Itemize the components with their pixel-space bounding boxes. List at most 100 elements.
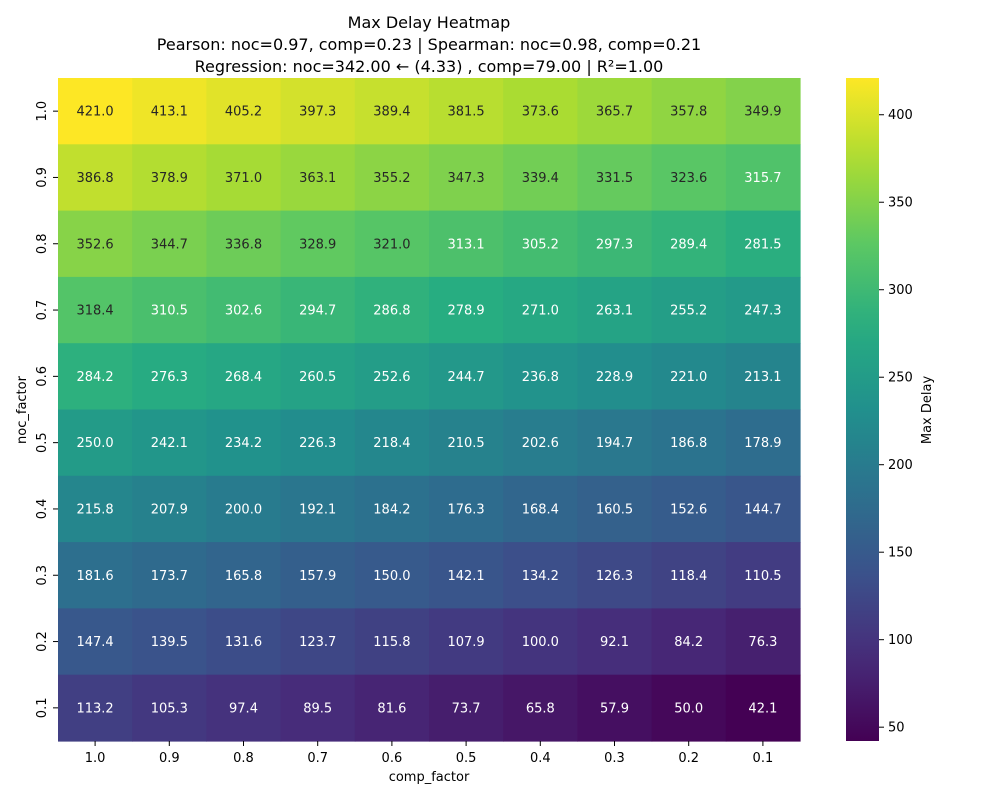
- heatmap-cell: [725, 475, 801, 543]
- heatmap-cell: [206, 475, 282, 543]
- cell-value-label: 284.2: [76, 370, 113, 385]
- heatmap-cell: [577, 210, 653, 278]
- heatmap-cell: [58, 409, 133, 477]
- x-tick-label: 0.6: [382, 751, 403, 766]
- cell-value-label: 373.6: [522, 105, 559, 120]
- cell-value-label: 65.8: [526, 701, 555, 716]
- cell-value-label: 115.8: [373, 635, 410, 650]
- cell-value-label: 278.9: [447, 304, 484, 319]
- colorbar-title: Max Delay: [920, 376, 935, 445]
- colorbar-tick-label: 50: [888, 721, 905, 736]
- cell-value-label: 315.7: [744, 171, 781, 186]
- heatmap-cell: [503, 409, 578, 477]
- cell-value-label: 173.7: [151, 569, 188, 584]
- cell-value-label: 347.3: [447, 171, 484, 186]
- heatmap-cell: [725, 78, 801, 145]
- heatmap-cells: 421.0 413.1 405.2 397.3 389.4 381.5 373.6 365.7…: [58, 78, 801, 742]
- cell-value-label: 194.7: [596, 436, 633, 451]
- heatmap-cell: [354, 78, 430, 145]
- cell-value-label: 144.7: [744, 502, 781, 517]
- heatmap-cell: [503, 674, 578, 742]
- heatmap-cell: [280, 674, 356, 742]
- cell-value-label: 215.8: [76, 502, 113, 517]
- heatmap-cell: [725, 343, 801, 411]
- cell-value-label: 142.1: [447, 569, 484, 584]
- heatmap-cell: [354, 210, 430, 278]
- cell-value-label: 176.3: [447, 502, 484, 517]
- cell-value-label: 105.3: [151, 701, 188, 716]
- colorbar-tick-label: 100: [888, 633, 913, 648]
- heatmap-cell: [132, 144, 207, 212]
- heatmap-cell: [132, 409, 207, 477]
- heatmap-cell: [429, 409, 504, 477]
- heatmap-cell: [577, 542, 653, 609]
- x-tick-label: 0.9: [159, 751, 180, 766]
- heatmap-cell: [280, 210, 356, 278]
- heatmap-cell: [651, 78, 727, 145]
- cell-value-label: 297.3: [596, 237, 633, 252]
- cell-value-label: 336.8: [225, 237, 262, 252]
- cell-value-label: 123.7: [299, 635, 336, 650]
- heatmap-cell: [58, 78, 133, 145]
- heatmap-cell: [651, 210, 727, 278]
- x-tick-label: 0.7: [307, 751, 328, 766]
- heatmap-cell: [206, 343, 282, 411]
- cell-value-label: 344.7: [151, 237, 188, 252]
- cell-value-label: 181.6: [76, 569, 113, 584]
- heatmap-cell: [725, 674, 801, 742]
- y-tick-label: 0.9: [35, 167, 50, 188]
- cell-value-label: 294.7: [299, 304, 336, 319]
- cell-value-label: 42.1: [748, 701, 777, 716]
- heatmap-cell: [651, 144, 727, 212]
- cell-value-label: 126.3: [596, 569, 633, 584]
- cell-value-label: 73.7: [452, 701, 481, 716]
- colorbar-tick-label: 350: [888, 196, 913, 211]
- heatmap-cell: [206, 409, 282, 477]
- cell-value-label: 110.5: [744, 569, 781, 584]
- cell-value-label: 260.5: [299, 370, 336, 385]
- heatmap-cell: [280, 276, 356, 344]
- heatmap-cell: [354, 409, 430, 477]
- cell-value-label: 165.8: [225, 569, 262, 584]
- cell-value-label: 355.2: [373, 171, 410, 186]
- cell-value-label: 352.6: [76, 237, 113, 252]
- heatmap-cell: [503, 608, 578, 676]
- cell-value-label: 157.9: [299, 569, 336, 584]
- cell-value-label: 210.5: [447, 436, 484, 451]
- cell-value-label: 286.8: [373, 304, 410, 319]
- heatmap-cell: [503, 542, 578, 609]
- cell-value-label: 302.6: [225, 304, 262, 319]
- y-tick-label: 0.1: [35, 698, 50, 719]
- heatmap-cell: [58, 210, 133, 278]
- heatmap-cell: [132, 674, 207, 742]
- cell-value-label: 328.9: [299, 237, 336, 252]
- heatmap-cell: [725, 409, 801, 477]
- cell-value-label: 213.1: [744, 370, 781, 385]
- heatmap-cell: [280, 144, 356, 212]
- cell-value-label: 76.3: [748, 635, 777, 650]
- heatmap-cell: [58, 343, 133, 411]
- heatmap-cell: [651, 475, 727, 543]
- cell-value-label: 276.3: [151, 370, 188, 385]
- cell-value-label: 310.5: [151, 304, 188, 319]
- heatmap-cell: [132, 542, 207, 609]
- cell-value-label: 107.9: [447, 635, 484, 650]
- heatmap-cell: [577, 409, 653, 477]
- cell-value-label: 268.4: [225, 370, 262, 385]
- heatmap-cell: [354, 475, 430, 543]
- heatmap-cell: [206, 78, 282, 145]
- heatmap-cell: [577, 674, 653, 742]
- colorbar-tick-label: 300: [888, 283, 913, 298]
- heatmap-cell: [132, 276, 207, 344]
- x-tick-label: 1.0: [85, 751, 106, 766]
- heatmap-cell: [206, 674, 282, 742]
- heatmap-cell: [503, 276, 578, 344]
- heatmap-cell: [577, 343, 653, 411]
- heatmap-cell: [577, 276, 653, 344]
- colorbar-tick-label: 400: [888, 108, 913, 123]
- heatmap-cell: [651, 542, 727, 609]
- cell-value-label: 134.2: [522, 569, 559, 584]
- cell-value-label: 200.0: [225, 502, 262, 517]
- heatmap-cell: [206, 144, 282, 212]
- heatmap-cell: [577, 608, 653, 676]
